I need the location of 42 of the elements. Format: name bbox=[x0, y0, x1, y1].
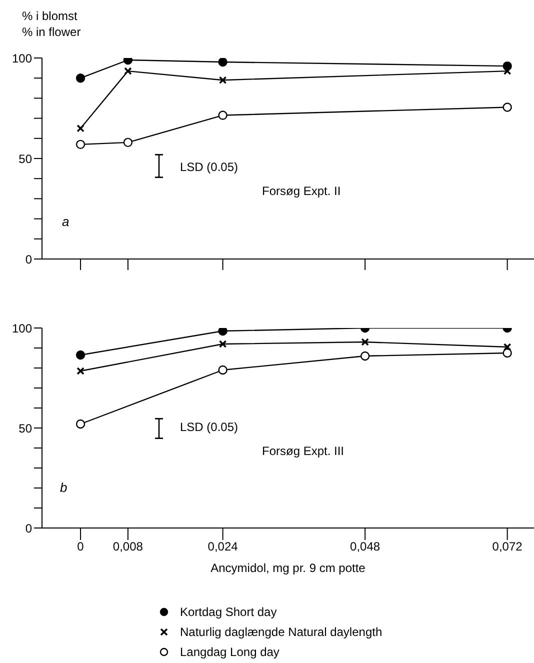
point bbox=[218, 76, 227, 84]
annotation: Forsøg Expt. III bbox=[262, 444, 344, 458]
annotation: LSD (0.05) bbox=[180, 420, 238, 434]
point bbox=[360, 351, 370, 361]
x-tick-label: 0,024 bbox=[208, 540, 238, 554]
point bbox=[503, 343, 512, 351]
y-tick-label: 0 bbox=[25, 521, 32, 536]
y-tick-label: 50 bbox=[18, 152, 32, 166]
x-tick-label: 0,048 bbox=[350, 540, 380, 554]
annotation: a bbox=[62, 214, 70, 229]
point bbox=[76, 367, 84, 375]
legend-label: Langdag Long day bbox=[180, 645, 280, 659]
y-tick-label: 100 bbox=[12, 51, 32, 66]
annotation: LSD (0.05) bbox=[180, 160, 238, 174]
x-tick-label: 0,008 bbox=[112, 540, 144, 554]
point bbox=[123, 138, 133, 148]
point bbox=[218, 365, 228, 375]
point bbox=[76, 419, 86, 429]
annotation: Forsøg Expt. II bbox=[262, 184, 341, 198]
x-tick-label: 0 bbox=[77, 540, 84, 554]
y-tick-label: 100 bbox=[12, 321, 32, 336]
point bbox=[76, 124, 84, 132]
annotation: b bbox=[60, 480, 68, 495]
point bbox=[124, 67, 132, 75]
x-tick-label: 0,072 bbox=[492, 540, 523, 554]
y-axis-title: % i blomst % in flower bbox=[22, 8, 82, 41]
point bbox=[76, 140, 86, 150]
point bbox=[123, 58, 133, 65]
point bbox=[218, 58, 228, 67]
legend-label: Naturlig daglængde Natural daylength bbox=[180, 625, 382, 639]
point bbox=[218, 110, 228, 120]
point bbox=[502, 102, 512, 112]
x-axis-title: Ancymidol, mg pr. 9 cm potte bbox=[210, 561, 366, 575]
y-tick-label: 0 bbox=[25, 252, 32, 266]
point bbox=[76, 74, 86, 83]
point bbox=[76, 350, 86, 360]
point bbox=[361, 338, 369, 346]
point bbox=[218, 340, 227, 348]
y-tick-label: 50 bbox=[18, 421, 32, 436]
legend-label: Kortdag Short day bbox=[180, 605, 277, 619]
point bbox=[502, 348, 512, 358]
point bbox=[218, 328, 228, 336]
